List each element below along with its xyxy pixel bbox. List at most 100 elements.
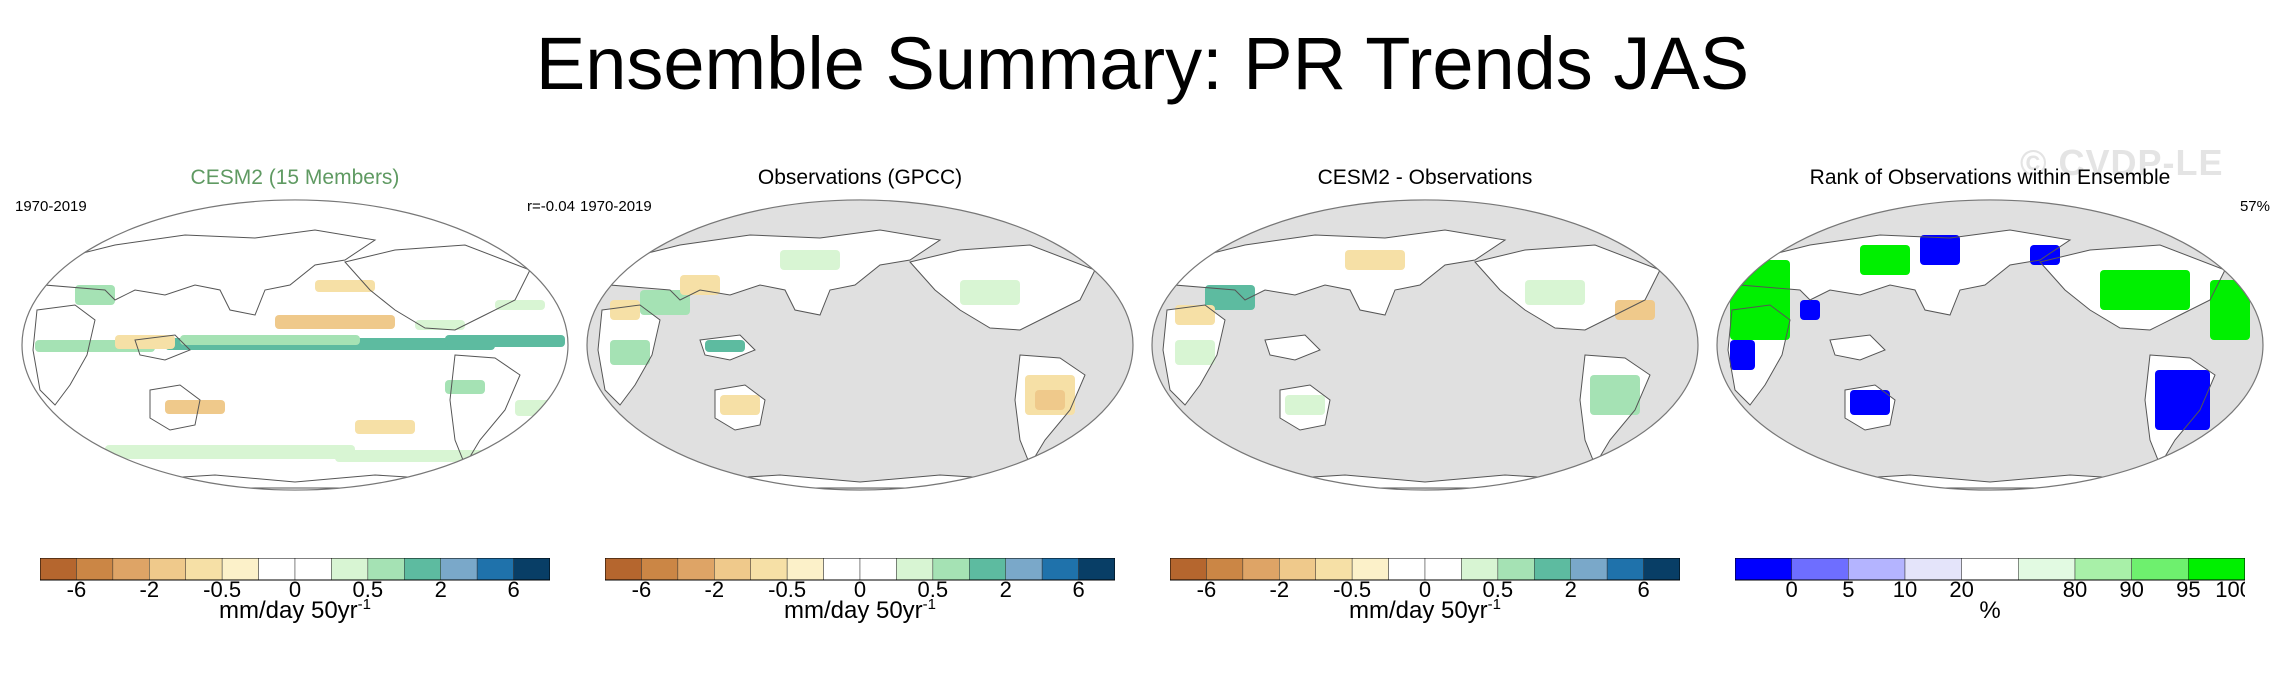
trend-patch [315, 280, 375, 292]
trend-patch [1035, 390, 1065, 410]
colorbar-unit: mm/day 50yr-1 [783, 596, 937, 624]
panel-period: 1970-2019 [15, 198, 87, 215]
colorbar-tick-label: -0.5 [203, 577, 241, 598]
trend-patch [2030, 245, 2060, 265]
land-maritime-continent [1265, 335, 1320, 360]
coastline-maritime-continent [699, 334, 756, 361]
trend-patch [415, 320, 465, 330]
coastline-africa [32, 304, 96, 406]
colorbar-tick-label: 100 [2215, 577, 2245, 598]
trend-patch [445, 380, 485, 394]
colorbar-unit: % [1979, 597, 2001, 624]
watermark: © CVDP-LE [2020, 142, 2224, 183]
colorbar-tick-label: 0 [854, 577, 866, 598]
colorbar-tick-label: 6 [507, 577, 519, 598]
trend-patch [960, 280, 1020, 305]
trend-patch [335, 450, 535, 462]
coastline-maritime-continent [134, 334, 191, 361]
map-observations [586, 199, 1134, 491]
coastline-australia [1844, 384, 1896, 431]
map-outline [586, 199, 1134, 491]
coastline-north-america [909, 244, 1096, 331]
coastline-africa [597, 304, 661, 406]
map-field [22, 200, 568, 490]
trend-patch [680, 275, 720, 295]
trend-patch [495, 300, 545, 310]
colorbar-rank: 0 5 10 20 80 90 95 100 [1735, 558, 2245, 598]
colorbar-tick-label: -2 [705, 577, 725, 598]
panel-title: CESM2 (15 Members) [190, 166, 400, 189]
colorbar-model: -6 -2 -0.5 0 0.5 2 6 [40, 558, 550, 598]
colorbar-tick-label: -2 [1270, 577, 1290, 598]
coastline-north-america [2039, 244, 2226, 331]
coastline-africa [1727, 304, 1791, 406]
colorbar-tick-label: 6 [1072, 577, 1084, 598]
panel-model: CESM2 (15 Members) 1970-2019 r=-0.04 -6 -… [15, 160, 575, 640]
colorbar-box [1735, 558, 1792, 581]
colorbar-tick-label: 80 [2063, 577, 2087, 598]
map-field [1717, 200, 2263, 490]
colorbar-frame [40, 558, 550, 581]
trend-patch [640, 290, 690, 315]
coastline-africa [1162, 304, 1226, 406]
panel-correlation: r=-0.04 [527, 198, 575, 215]
colorbar-tick-label: 2 [1565, 577, 1577, 598]
colorbar-frame [605, 558, 1115, 581]
colorbar-tick-label: 0.5 [1483, 577, 1514, 598]
colorbar-box [1791, 558, 1849, 581]
colorbar-tick-label: 2 [435, 577, 447, 598]
trend-patch [105, 445, 355, 459]
coastline-north-america [344, 244, 531, 331]
colorbar-unit: mm/day 50yr-1 [1348, 596, 1502, 624]
colorbar-tick-label: -6 [67, 577, 87, 598]
coastline-south-america [449, 354, 521, 467]
colorbar-tick-label: 0.5 [918, 577, 949, 598]
trend-patch [1860, 245, 1910, 275]
map-outline [1151, 199, 1699, 491]
trend-patch [355, 420, 415, 434]
coastline-australia [1279, 384, 1331, 431]
trend-patch [1590, 375, 1640, 415]
colorbar-tick-label: 2 [1000, 577, 1012, 598]
trend-patch [1285, 395, 1325, 415]
trend-patch [115, 335, 175, 349]
map-outline [1716, 199, 2264, 491]
colorbar-tick-label: -6 [1197, 577, 1217, 598]
coastline-maritime-continent [1829, 334, 1886, 361]
trend-patch [1205, 285, 1255, 310]
panel-rank-summary: 57% [2239, 198, 2270, 215]
colorbar-tick-label: -0.5 [1333, 577, 1371, 598]
trend-patch [1345, 250, 1405, 270]
trend-patch [2210, 280, 2250, 340]
colorbar-frame [1735, 558, 2245, 581]
panel-title: Observations (GPCC) [757, 166, 963, 189]
colorbar-tick-label: 5 [1842, 577, 1854, 598]
panel-period: 1970-2019 [580, 198, 652, 215]
colorbar-tick-label: 0 [289, 577, 301, 598]
trend-patch [2155, 370, 2210, 430]
trend-patch [180, 335, 360, 345]
colorbar-tick-label: -0.5 [768, 577, 806, 598]
colorbar-tick-label: 0 [1786, 577, 1798, 598]
map-model [21, 199, 569, 491]
colorbar-observations: -6 -2 -0.5 0 0.5 2 6 [605, 558, 1115, 598]
coastline-south-america [1579, 354, 1651, 467]
panel-observations: Observations (GPCC) 1970-2019 -6 -2 -0.5 0 0… [580, 160, 1140, 640]
trend-patch [445, 335, 565, 347]
colorbar-frame [1170, 558, 1680, 581]
panel-difference: CESM2 - Observations -6 -2 -0.5 0 0.5 2 6 mm/d… [1145, 160, 1705, 640]
trend-patch [1800, 300, 1820, 320]
panel-title: Rank of Observations within Ensemble [1809, 166, 2171, 189]
trend-patch [1920, 235, 1960, 265]
colorbar-tick-label: 90 [2119, 577, 2143, 598]
colorbar-tick-label: 95 [2176, 577, 2200, 598]
coastline-south-america [1014, 354, 1086, 467]
trend-patch [1850, 390, 1890, 415]
colorbar-tick-label: 20 [1949, 577, 1973, 598]
map-rank [1716, 199, 2264, 491]
map-field [587, 200, 1133, 490]
coastline-australia [714, 384, 766, 431]
trend-patch [1615, 300, 1655, 320]
trend-patch [720, 395, 760, 415]
trend-patch [165, 400, 225, 414]
